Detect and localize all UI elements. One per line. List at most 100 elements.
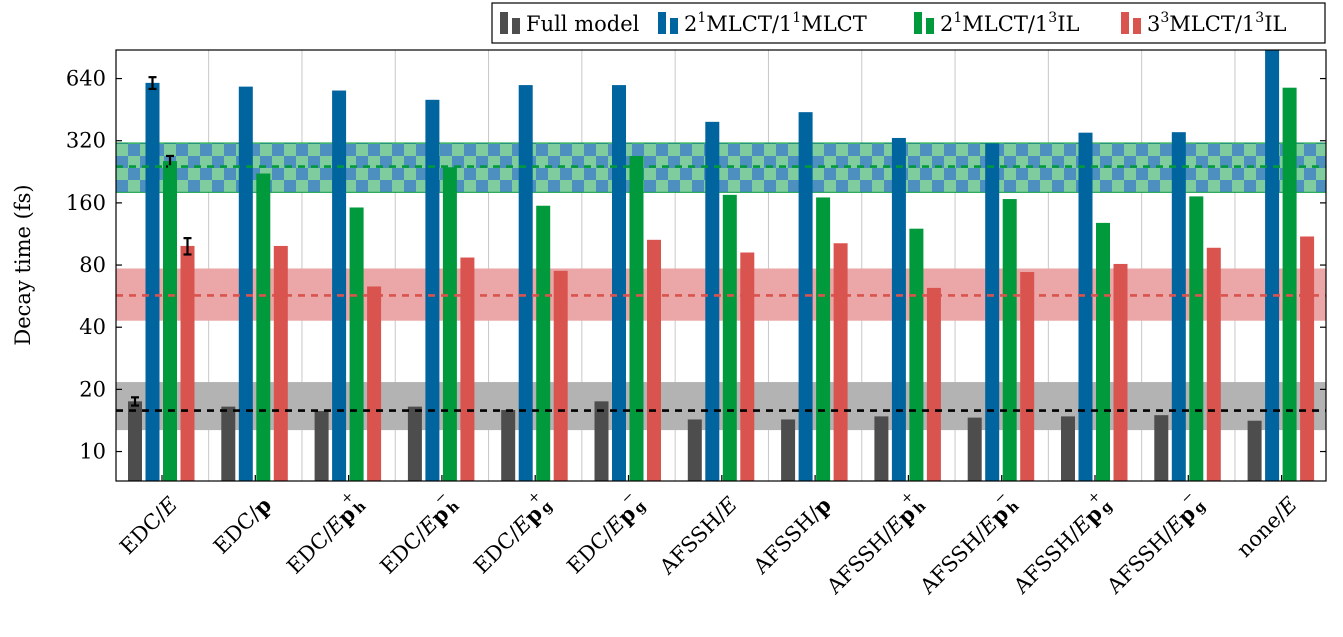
- bar: [647, 239, 661, 481]
- bar: [740, 252, 755, 481]
- bar: [518, 85, 533, 481]
- x-tick-label: EDC/Ep−g: [557, 487, 650, 579]
- bar: [985, 143, 1000, 481]
- svg-text:EDC/Ep+h: EDC/Ep+h: [277, 487, 369, 579]
- bar: [705, 121, 720, 481]
- bar: [314, 411, 329, 481]
- error-bars: [131, 76, 192, 407]
- x-tick-label: AFSSH/Ep−g: [1096, 487, 1209, 600]
- legend-swatch: [1133, 18, 1141, 34]
- bar: [407, 406, 422, 481]
- svg-text:AFSSH/Ep+h: AFSSH/Ep+h: [816, 487, 929, 600]
- bar: [460, 257, 475, 481]
- y-tick-label: 80: [79, 253, 106, 277]
- legend-swatch: [926, 18, 934, 34]
- bar: [442, 167, 457, 481]
- bar: [180, 245, 195, 481]
- y-tick-label: 40: [79, 315, 106, 339]
- y-axis-label: Decay time (fs): [11, 184, 35, 345]
- x-tick-label: EDC/Ep+h: [277, 487, 369, 579]
- bar: [612, 85, 626, 481]
- bar: [833, 243, 848, 481]
- bar: [1282, 87, 1297, 481]
- y-tick-label: 20: [79, 377, 106, 401]
- x-tick-label: EDC/Ep+g: [464, 487, 556, 579]
- bar: [1002, 199, 1017, 481]
- svg-text:AFSSH/Ep−h: AFSSH/Ep−h: [909, 487, 1022, 600]
- bar: [221, 406, 236, 481]
- bar: [425, 99, 440, 482]
- x-axis: EDC/E EDC/pEDC/Ep+hEDC/Ep−hEDC/Ep+gEDC/Ep…: [115, 475, 1302, 600]
- legend-swatch: [512, 18, 520, 34]
- bar: [874, 416, 889, 481]
- bar: [722, 194, 737, 481]
- svg-text:EDC/Ep−h: EDC/Ep−h: [370, 487, 462, 579]
- svg-text:EDC/Ep−g: EDC/Ep−g: [557, 487, 649, 579]
- svg-text:EDC/E: EDC/E: [115, 492, 182, 559]
- svg-text:EDC/Ep+g: EDC/Ep+g: [464, 487, 556, 579]
- bar: [816, 197, 831, 481]
- bar: [1247, 420, 1262, 481]
- bar: [349, 207, 364, 481]
- legend-swatch: [670, 18, 678, 34]
- legend-swatch: [658, 12, 666, 34]
- bar: [367, 286, 382, 481]
- bar: [1171, 132, 1186, 481]
- bar: [128, 401, 142, 481]
- x-tick-label: EDC/E: [115, 492, 182, 559]
- bar: [1096, 222, 1110, 482]
- legend-label: Full model: [526, 12, 640, 36]
- bar: [1189, 196, 1204, 481]
- legend-box: [491, 2, 1326, 44]
- bar: [1154, 415, 1169, 481]
- bar: [781, 419, 796, 481]
- bar: [1300, 236, 1315, 481]
- y-tick-label: 10: [79, 440, 106, 464]
- legend-swatch: [500, 12, 508, 34]
- x-tick-label: AFSSH/p: [748, 492, 836, 580]
- bar: [1078, 132, 1093, 482]
- x-tick-label: AFSSH/E: [654, 492, 742, 580]
- bar: [553, 270, 568, 481]
- svg-text:AFSSH/Ep−g: AFSSH/Ep−g: [1096, 487, 1209, 600]
- svg-text:none/E: none/E: [1232, 492, 1302, 562]
- x-tick-label: AFSSH/Ep+h: [816, 487, 929, 600]
- bar: [926, 287, 941, 481]
- bar: [967, 417, 982, 481]
- legend-swatch: [914, 12, 922, 34]
- bar: [909, 228, 924, 481]
- svg-text:EDC/p: EDC/p: [209, 492, 276, 559]
- reference-bands: [116, 142, 1326, 431]
- bar: [1206, 247, 1221, 481]
- legend-label: 33MLCT/13IL: [1147, 10, 1286, 36]
- bar: [629, 155, 644, 482]
- legend-label: 21MLCT/11MLCT: [684, 10, 867, 36]
- x-tick-label: AFSSH/Ep−h: [909, 487, 1022, 600]
- y-tick-label: 160: [66, 191, 106, 215]
- bar: [687, 419, 702, 481]
- legend-swatch: [1121, 12, 1129, 34]
- svg-text:AFSSH/p: AFSSH/p: [748, 492, 836, 580]
- bar: [1020, 272, 1035, 481]
- x-tick-label: EDC/Ep−h: [370, 487, 463, 579]
- bar: [1113, 263, 1128, 481]
- x-tick-label: AFSSH/Ep+g: [1003, 487, 1116, 600]
- bar: [1265, 50, 1280, 481]
- bar: [145, 82, 160, 481]
- bar: [332, 90, 347, 482]
- bar: [891, 137, 906, 481]
- bar: [1061, 416, 1075, 481]
- x-tick-label: none/E: [1232, 492, 1302, 562]
- svg-text:AFSSH/Ep+g: AFSSH/Ep+g: [1003, 487, 1116, 600]
- legend-label: 21MLCT/13IL: [940, 10, 1079, 36]
- y-axis: 10 20 40 80 160 320 640: [66, 67, 1326, 464]
- bar: [163, 161, 177, 481]
- bar: [256, 173, 271, 482]
- bar: [273, 245, 288, 481]
- bar: [501, 409, 516, 481]
- bar: [238, 86, 253, 481]
- legend: Full model 21MLCT/11MLCT 21MLCT/13IL 33MLCT…: [491, 2, 1326, 44]
- x-tick-label: EDC/p: [209, 492, 276, 559]
- svg-text:AFSSH/E: AFSSH/E: [654, 492, 742, 580]
